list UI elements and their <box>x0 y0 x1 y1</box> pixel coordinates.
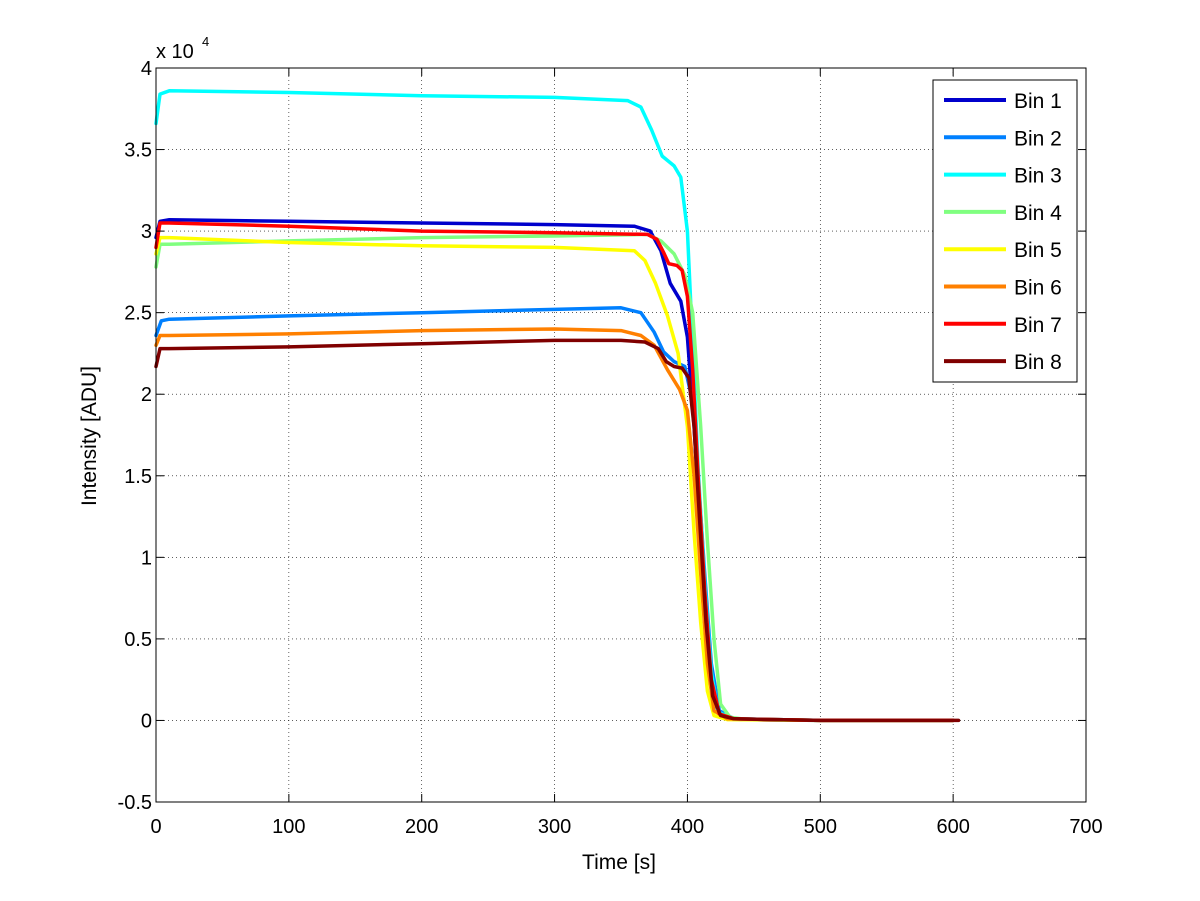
x-tick-label: 400 <box>671 816 704 838</box>
legend-item: Bin 8 <box>944 351 1062 374</box>
x-tick-label: 200 <box>405 816 438 838</box>
grid-lines <box>156 68 1086 802</box>
y-axis-label: Intensity [ADU] <box>78 366 101 506</box>
series-line-bin-6 <box>154 327 955 723</box>
y-tick-label: 0.5 <box>124 629 152 651</box>
x-tick-label: 700 <box>1069 816 1102 838</box>
x-axis-label: Time [s] <box>582 851 656 874</box>
plot-background <box>156 68 1086 802</box>
legend-item: Bin 4 <box>944 202 1062 225</box>
x-tick-label: 100 <box>272 816 305 838</box>
y-tick-label: 3 <box>141 221 152 243</box>
legend-box <box>932 79 1078 383</box>
y-tick-label: 2.5 <box>124 303 152 325</box>
series-line-bin-5 <box>154 235 955 723</box>
legend-item: Bin 1 <box>944 90 1062 113</box>
legend-label: Bin 7 <box>1014 314 1062 337</box>
axis-ticks: 0 100 200 300 400 500 600 700-0.500.511.522.533… <box>118 58 1103 838</box>
legend-label: Bin 8 <box>1014 351 1062 374</box>
legend-label: Bin 5 <box>1014 239 1062 262</box>
y-tick-label: 1.5 <box>124 466 152 488</box>
legend-label: Bin 6 <box>1014 277 1062 300</box>
y-tick-label: -0.5 <box>118 792 152 814</box>
x-tick-label: 0 <box>150 816 161 838</box>
y-multiplier-exponent: 4 <box>202 34 209 49</box>
y-tick-label: 1 <box>141 547 152 569</box>
plot-frame <box>155 67 1087 803</box>
y-tick-label: 3.5 <box>124 140 152 162</box>
y-multiplier-base: x 10 <box>156 41 194 63</box>
legend: Bin 1 Bin 2 Bin 3 Bin 4 Bin 5 Bin 6 Bin 7 Bin 8 <box>932 79 1078 383</box>
x-tick-label: 300 <box>538 816 571 838</box>
y-tick-label: 4 <box>141 58 152 80</box>
legend-item: Bin 3 <box>944 165 1062 188</box>
legend-label: Bin 4 <box>1014 202 1062 225</box>
legend-label: Bin 2 <box>1014 127 1062 150</box>
legend-item: Bin 7 <box>944 314 1062 337</box>
y-tick-label: 0 <box>141 710 152 732</box>
legend-item: Bin 2 <box>944 127 1062 150</box>
legend-items: Bin 1 Bin 2 Bin 3 Bin 4 Bin 5 Bin 6 Bin 7 Bin 8 <box>944 90 1062 374</box>
series-line-bin-8 <box>154 338 961 723</box>
series-lines <box>154 89 961 723</box>
y-tick-label: 2 <box>141 384 152 406</box>
legend-label: Bin 1 <box>1014 90 1062 113</box>
legend-label: Bin 3 <box>1014 165 1062 188</box>
legend-item: Bin 5 <box>944 239 1062 262</box>
x-tick-label: 500 <box>804 816 837 838</box>
y-multiplier: x 10 4 <box>156 34 209 63</box>
legend-item: Bin 6 <box>944 277 1062 300</box>
x-tick-label: 600 <box>936 816 969 838</box>
